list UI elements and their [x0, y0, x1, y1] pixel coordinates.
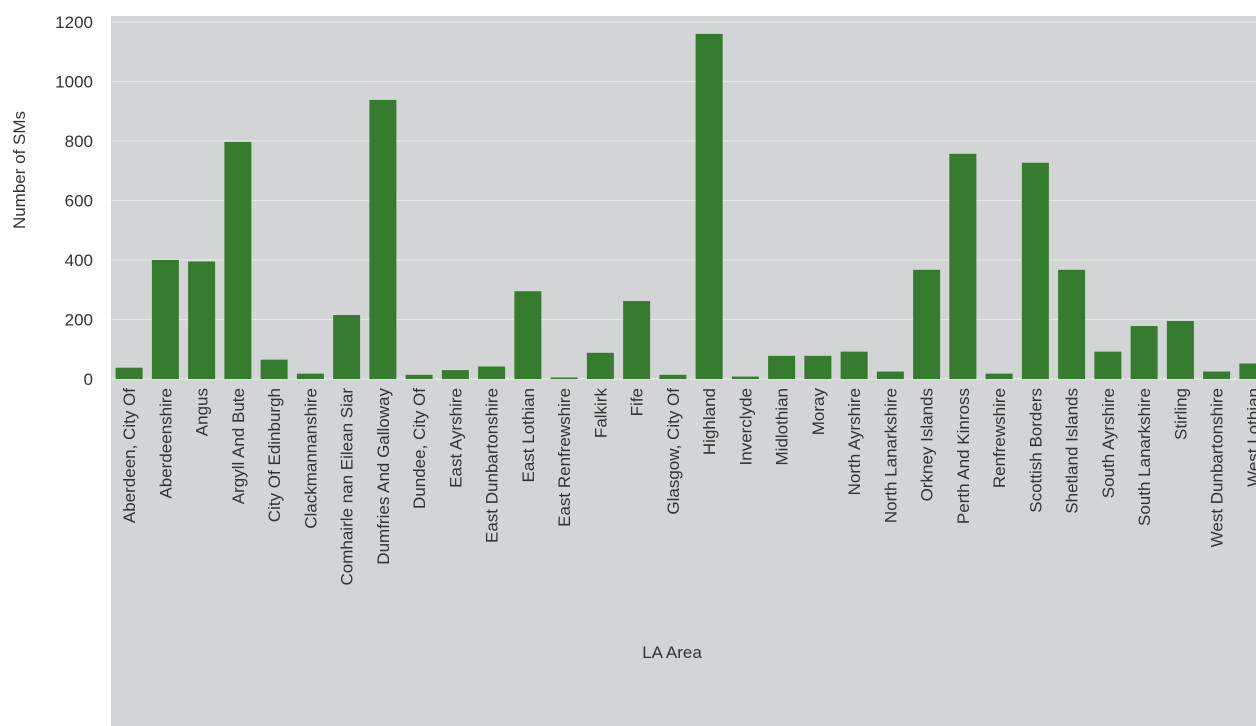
x-tick-label: Orkney Islands	[918, 388, 937, 501]
x-axis-ticks: Aberdeen, City Of Aberdeenshire Angus Argyl…	[120, 388, 1256, 586]
y-tick-label: 400	[65, 251, 93, 270]
bar	[115, 367, 143, 379]
y-tick-label: 1200	[55, 13, 93, 32]
bar	[333, 315, 361, 379]
bar	[1239, 363, 1256, 379]
x-tick-label: Shetland Islands	[1063, 388, 1082, 514]
bar	[804, 355, 832, 379]
x-tick-label: Glasgow, City Of	[664, 388, 683, 515]
x-tick-label: Aberdeenshire	[156, 388, 175, 499]
bar	[478, 366, 506, 379]
x-tick-label: Renfrewshire	[990, 388, 1009, 488]
bar	[985, 373, 1013, 379]
x-tick-label: East Renfrewshire	[555, 388, 574, 527]
y-tick-label: 600	[65, 192, 93, 211]
x-tick-label: East Dunbartonshire	[483, 388, 502, 543]
bar	[405, 374, 433, 379]
bar	[876, 371, 904, 379]
bar	[623, 301, 651, 379]
x-tick-label: Dundee, City Of	[410, 388, 429, 509]
x-tick-label: Stirling	[1171, 388, 1190, 440]
bar	[840, 351, 868, 379]
bar	[949, 153, 977, 379]
x-tick-label: East Lothian	[519, 388, 538, 483]
bar	[695, 33, 723, 380]
x-tick-label: Falkirk	[591, 388, 610, 439]
x-tick-label: East Ayrshire	[446, 388, 465, 488]
y-tick-label: 1000	[55, 73, 93, 92]
bar	[913, 269, 941, 379]
x-axis-title: LA Area	[642, 643, 702, 662]
x-tick-label: Midlothian	[773, 388, 792, 466]
bar	[296, 373, 324, 379]
x-tick-label: West Lothian	[1244, 388, 1256, 487]
bar	[1166, 320, 1194, 379]
y-tick-label: 200	[65, 311, 93, 330]
bar	[1203, 371, 1231, 379]
bar	[550, 377, 578, 379]
y-tick-label: 800	[65, 132, 93, 151]
x-tick-label: North Ayrshire	[845, 388, 864, 495]
bar	[1130, 326, 1158, 379]
y-axis-ticks: 0 200 400 600 800 1000 1200	[55, 13, 93, 389]
bar	[260, 359, 288, 379]
bar	[151, 260, 179, 379]
x-tick-label: South Lanarkshire	[1135, 388, 1154, 526]
bars	[115, 33, 1256, 380]
x-tick-label: North Lanarkshire	[881, 388, 900, 523]
x-tick-label: Fife	[628, 388, 647, 416]
bar	[188, 261, 216, 379]
x-tick-label: Aberdeen, City Of	[120, 388, 139, 523]
x-tick-label: Inverclyde	[736, 388, 755, 465]
x-tick-label: Angus	[193, 388, 212, 436]
y-tick-label: 0	[84, 370, 93, 389]
x-tick-label: South Ayrshire	[1099, 388, 1118, 498]
bar	[441, 370, 469, 379]
bar	[731, 376, 759, 379]
x-tick-label: Clackmannanshire	[301, 388, 320, 529]
x-tick-label: Moray	[809, 388, 828, 436]
bar	[514, 291, 542, 379]
bar	[586, 352, 614, 379]
x-tick-label: Scottish Borders	[1026, 388, 1045, 513]
x-tick-label: West Dunbartonshire	[1208, 388, 1227, 547]
x-tick-label: City Of Edinburgh	[265, 388, 284, 522]
x-tick-label: Dumfries And Galloway	[374, 388, 393, 565]
y-axis-title: Number of SMs	[10, 111, 29, 229]
bar	[369, 99, 397, 379]
bar	[224, 141, 252, 379]
x-tick-label: Comhairle nan Eilean Siar	[338, 388, 357, 586]
x-tick-label: Argyll And Bute	[229, 388, 248, 504]
bar	[768, 355, 796, 379]
bar	[1058, 269, 1086, 379]
bar	[659, 374, 687, 379]
x-tick-label: Highland	[700, 388, 719, 455]
bar	[1094, 351, 1122, 379]
bar	[1021, 162, 1049, 379]
x-tick-label: Perth And Kinross	[954, 388, 973, 524]
